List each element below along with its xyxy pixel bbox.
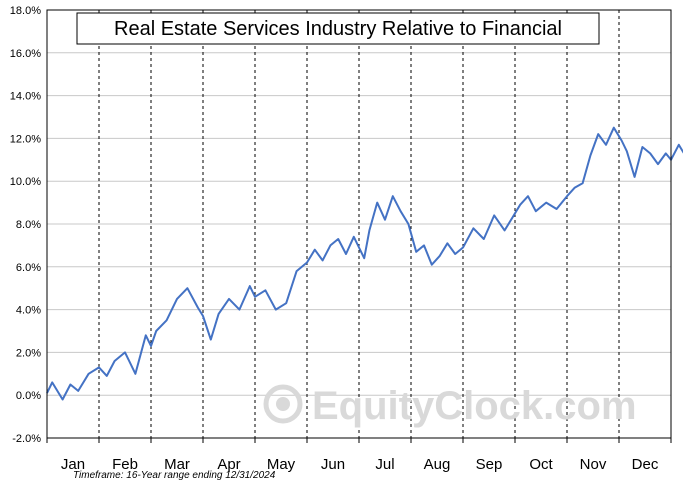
series-line-0 — [46, 126, 683, 401]
y-tick-label: 14.0% — [10, 91, 41, 103]
watermark-text: EquityClock.com — [312, 384, 637, 428]
x-tick-label-sep: Sep — [476, 456, 503, 473]
y-tick-label: 8.0% — [16, 219, 41, 231]
watermark-logo-icon — [263, 384, 303, 424]
y-tick-label: 6.0% — [16, 262, 41, 274]
x-tick-label-oct: Oct — [529, 456, 553, 473]
x-tick-label-aug: Aug — [424, 456, 451, 473]
watermark-layer: EquityClock.com — [263, 384, 637, 428]
x-tick-label-may: May — [267, 456, 296, 473]
y-tick-label: 2.0% — [16, 347, 41, 359]
y-tick-label: 4.0% — [16, 305, 41, 317]
y-tick-label: 16.0% — [10, 48, 41, 60]
chart-title-box: Real Estate Services Industry Relative t… — [76, 12, 600, 45]
y-tick-label: 18.0% — [10, 5, 41, 17]
y-tick-label: 12.0% — [10, 133, 41, 145]
x-tick-label-apr: Apr — [217, 456, 240, 473]
y-tick-label: 10.0% — [10, 176, 41, 188]
x-tick-label-jul: Jul — [375, 456, 394, 473]
x-tick-label-mar: Mar — [164, 456, 190, 473]
y-tick-label: 0.0% — [16, 390, 41, 402]
timeframe-note: Timeframe: 16-Year range ending 12/31/20… — [73, 470, 276, 481]
x-tick-label-feb: Feb — [112, 456, 138, 473]
y-tick-label: -2.0% — [12, 433, 41, 445]
x-tick-label-jun: Jun — [321, 456, 345, 473]
x-tick-label-nov: Nov — [580, 456, 607, 473]
x-tick-label-jan: Jan — [61, 456, 85, 473]
series-layer — [46, 126, 683, 401]
x-axis: Jan Feb Mar Apr May Jun Jul Aug Sep Oct Nov Dec — [46, 438, 672, 473]
x-tick-label-dec: Dec — [632, 456, 659, 473]
chart-title: Real Estate Services Industry Relative t… — [114, 18, 562, 40]
y-axis: -2.0% 0.0% 2.0% 4.0% 6.0% 8.0% 10.0% 12.0% 14.0%… — [10, 5, 41, 445]
